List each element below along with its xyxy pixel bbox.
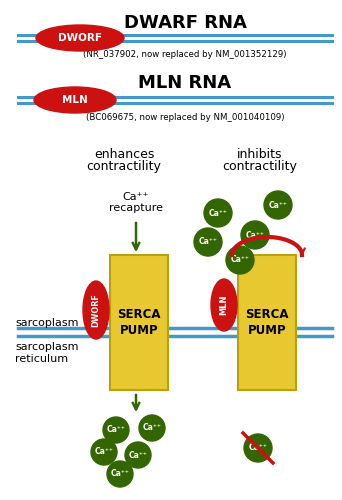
Text: Ca⁺⁺: Ca⁺⁺ [110,470,129,478]
Text: contractility: contractility [223,160,298,173]
Text: Ca⁺⁺: Ca⁺⁺ [209,208,227,218]
Text: Ca⁺⁺: Ca⁺⁺ [143,424,161,432]
Text: (NR_037902, now replaced by NM_001352129): (NR_037902, now replaced by NM_001352129… [83,50,287,59]
Text: enhances: enhances [94,148,154,161]
Ellipse shape [211,279,237,331]
Circle shape [226,246,254,274]
Ellipse shape [34,87,116,113]
Circle shape [125,442,151,468]
Text: SERCA
PUMP: SERCA PUMP [245,308,289,336]
Circle shape [264,191,292,219]
Text: Ca⁺⁺: Ca⁺⁺ [231,256,249,264]
Text: Ca⁺⁺: Ca⁺⁺ [123,192,149,202]
Text: inhibits: inhibits [237,148,283,161]
Text: MLN: MLN [220,294,228,316]
Ellipse shape [83,281,109,339]
Text: sarcoplasm: sarcoplasm [15,318,79,328]
Text: MLN RNA: MLN RNA [139,74,232,92]
Text: Ca⁺⁺: Ca⁺⁺ [249,444,267,452]
Text: Ca⁺⁺: Ca⁺⁺ [94,448,114,456]
Circle shape [107,461,133,487]
FancyBboxPatch shape [238,255,296,390]
Text: Ca⁺⁺: Ca⁺⁺ [107,426,126,434]
Text: Ca⁺⁺: Ca⁺⁺ [246,230,264,239]
Text: DWORF: DWORF [92,293,101,327]
Text: recapture: recapture [109,203,163,213]
Text: SERCA
PUMP: SERCA PUMP [117,308,161,336]
Circle shape [241,221,269,249]
Text: contractility: contractility [87,160,161,173]
Text: sarcoplasm
reticulum: sarcoplasm reticulum [15,342,79,363]
Ellipse shape [36,25,124,51]
Circle shape [194,228,222,256]
Text: DWARF RNA: DWARF RNA [123,14,247,32]
Text: (BC069675, now replaced by NM_001040109): (BC069675, now replaced by NM_001040109) [86,113,284,122]
Circle shape [204,199,232,227]
Text: DWORF: DWORF [58,33,102,43]
FancyBboxPatch shape [110,255,168,390]
Circle shape [139,415,165,441]
Text: MLN: MLN [62,95,88,105]
Text: Ca⁺⁺: Ca⁺⁺ [199,238,218,246]
Circle shape [91,439,117,465]
Circle shape [103,417,129,443]
Text: Ca⁺⁺: Ca⁺⁺ [268,200,287,209]
Circle shape [244,434,272,462]
Text: Ca⁺⁺: Ca⁺⁺ [129,450,147,460]
